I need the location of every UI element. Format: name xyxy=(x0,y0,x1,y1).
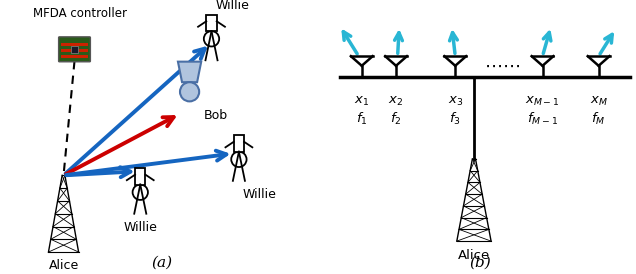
Bar xyxy=(71,46,78,53)
Text: $f_1$: $f_1$ xyxy=(356,111,368,127)
Circle shape xyxy=(232,152,247,167)
Bar xyxy=(206,15,217,31)
Polygon shape xyxy=(178,62,201,82)
Text: (b): (b) xyxy=(469,256,491,270)
Text: Willie: Willie xyxy=(216,0,249,12)
Text: $f_2$: $f_2$ xyxy=(391,111,402,127)
Text: Willie: Willie xyxy=(243,188,277,201)
Text: $x_2$: $x_2$ xyxy=(389,95,404,108)
Bar xyxy=(135,168,146,185)
Circle shape xyxy=(132,185,148,200)
Circle shape xyxy=(204,31,219,47)
Text: $x_3$: $x_3$ xyxy=(448,95,463,108)
Text: $x_M$: $x_M$ xyxy=(590,95,607,108)
Text: $f_M$: $f_M$ xyxy=(591,111,606,127)
FancyBboxPatch shape xyxy=(59,37,90,62)
Text: Willie: Willie xyxy=(123,221,157,233)
Text: $f_{M-1}$: $f_{M-1}$ xyxy=(527,111,558,127)
Text: $f_3$: $f_3$ xyxy=(450,111,461,127)
Text: $x_{M-1}$: $x_{M-1}$ xyxy=(525,95,560,108)
Bar xyxy=(61,43,88,46)
Bar xyxy=(233,135,244,152)
Text: Bob: Bob xyxy=(204,109,228,122)
Circle shape xyxy=(180,82,199,101)
Text: (a): (a) xyxy=(151,256,173,270)
Text: MFDA controller: MFDA controller xyxy=(34,7,127,20)
Text: Alice: Alice xyxy=(458,249,490,262)
Text: $x_1$: $x_1$ xyxy=(354,95,370,108)
Bar xyxy=(61,55,88,58)
Text: $\cdots\cdots$: $\cdots\cdots$ xyxy=(484,57,520,75)
Bar xyxy=(61,49,88,52)
Text: Alice: Alice xyxy=(48,259,79,272)
